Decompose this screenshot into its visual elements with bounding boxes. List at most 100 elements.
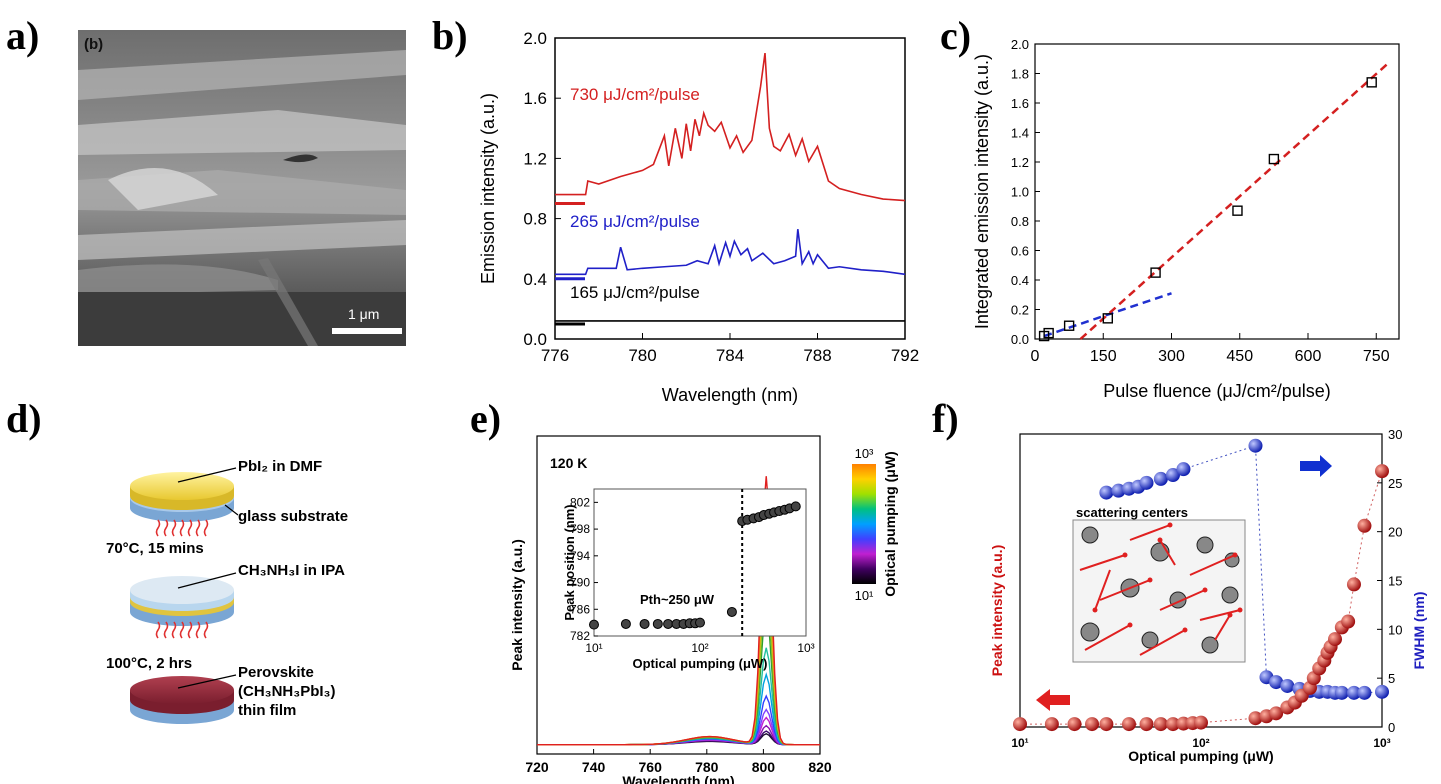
scattering-center (1120, 578, 1140, 598)
inset-point (671, 618, 682, 629)
spectrum-line-e (537, 476, 821, 746)
intensity-axis-arrow (1036, 689, 1070, 711)
scattering-arrowhead (1232, 552, 1238, 558)
intensity-point (1269, 706, 1284, 721)
inset-frame-e (593, 488, 807, 637)
x-tick-label-e: 740 (582, 759, 606, 775)
schem-layer1: PbI₂ in DMF (238, 458, 323, 475)
schem-layer1b: glass substrate (238, 508, 349, 525)
scattering-arrow (1189, 554, 1236, 576)
schem-step1: 70°C, 15 mins (106, 540, 204, 557)
scattering-arrowhead (1227, 612, 1233, 618)
fwhm-point (1131, 479, 1146, 494)
inset-point (589, 619, 599, 630)
inset-point (748, 513, 759, 524)
y-tick-label-b: 2.0 (523, 29, 547, 48)
inset-point (790, 501, 801, 512)
fwhm-point (1139, 475, 1154, 490)
y-tick-label-b: 1.6 (523, 89, 547, 108)
fwhm-point (1280, 678, 1295, 693)
fwhm-point (1328, 685, 1343, 700)
y-axis-label-right-f: FWHM (nm) (1411, 592, 1427, 670)
disc-2 (130, 576, 234, 626)
scattering-center (1196, 536, 1214, 554)
fwhm-point (1111, 483, 1126, 498)
inset-point (737, 516, 748, 527)
x-tick-label-f: 10³ (1373, 736, 1390, 750)
intensity-point (1323, 639, 1338, 654)
heat-wave (155, 621, 161, 639)
heat-wave (171, 621, 177, 639)
scattering-center (1169, 591, 1187, 609)
inset-y-tick-label: 802 (570, 495, 590, 509)
panel-label-d: d) (6, 396, 42, 441)
intensity-point (1139, 717, 1154, 732)
intensity-point (1375, 464, 1389, 479)
plot-frame-e (536, 435, 821, 755)
scattering-arrow (1129, 524, 1171, 541)
intensity-point (1317, 653, 1332, 668)
fwhm-point (1248, 438, 1263, 453)
inset-y-label: Peak position (nm) (562, 504, 577, 620)
x-tick-label-c: 300 (1158, 348, 1185, 365)
inset-point (774, 506, 785, 517)
y-tick-label-right-f: 25 (1388, 476, 1402, 491)
x-tick-label-b: 780 (628, 346, 656, 365)
spectrum-line-e (537, 730, 821, 746)
spectrum-line-e (537, 510, 821, 746)
fwhm-axis-arrow (1300, 455, 1332, 477)
sem-image: (b) 1 μm (78, 30, 406, 346)
y-tick-label-c: 1.4 (1011, 126, 1029, 141)
scattering-arrowhead (1147, 577, 1153, 583)
scattering-center (1201, 636, 1219, 654)
scattering-center (1150, 542, 1170, 562)
spectrum-line-e (537, 708, 821, 746)
y-tick-label-right-f: 20 (1388, 525, 1402, 540)
scattering-arrow (1159, 539, 1176, 566)
inset-y-tick-label: 782 (570, 629, 590, 643)
data-point-c (1038, 330, 1050, 342)
fwhm-point (1346, 685, 1361, 700)
y-tick-label-c: 2.0 (1011, 37, 1029, 52)
intensity-point (1185, 716, 1200, 731)
temperature-label: 120 K (550, 455, 587, 471)
scattering-arrowhead (1167, 522, 1173, 528)
spectrum-line-e (537, 647, 821, 746)
fwhm-point (1259, 670, 1274, 685)
scattering-center (1221, 586, 1239, 604)
y-tick-label-right-f: 5 (1388, 671, 1395, 686)
x-tick-label-f: 10² (1192, 736, 1209, 750)
x-tick-label-c: 150 (1090, 348, 1117, 365)
x-axis-label-c: Pulse fluence (μJ/cm²/pulse) (1103, 381, 1330, 401)
y-tick-label-c: 0.4 (1011, 273, 1029, 288)
scattering-center (1080, 622, 1100, 642)
scattering-arrow (1199, 609, 1241, 621)
intensity-point (1099, 717, 1114, 732)
x-tick-label-e: 720 (525, 759, 549, 775)
disc-3 (130, 676, 234, 724)
heat-wave (179, 519, 185, 537)
series-label-b: 730 μJ/cm²/pulse (570, 85, 700, 104)
schem-layer3c: thin film (238, 702, 297, 719)
scattering-label: scattering centers (1076, 505, 1188, 520)
sem-tag: (b) (84, 36, 104, 53)
plot-frame-f (1019, 433, 1383, 728)
y-tick-label-c: 0.8 (1011, 214, 1029, 229)
data-point-c (1063, 320, 1075, 331)
scattering-arrow (1094, 569, 1111, 611)
intensity-point (1176, 716, 1191, 731)
inset-x-label: Optical pumping (μW) (632, 656, 767, 671)
inset-point (779, 504, 790, 515)
spectrum-line-e (537, 577, 821, 746)
plot-frame-b (554, 37, 906, 340)
data-point-c (1150, 267, 1161, 278)
y-axis-label-c: Integrated emission intensity (a.u.) (972, 54, 992, 329)
fwhm-point (1357, 685, 1372, 700)
x-tick-label-e: 760 (639, 759, 663, 775)
y-tick-label-c: 1.2 (1011, 155, 1029, 170)
panel-label-f: f) (932, 396, 959, 441)
x-tick-label-b: 784 (716, 346, 744, 365)
spectrum-line-e (537, 716, 821, 746)
scattering-arrowhead (1182, 627, 1188, 633)
series-line-b (555, 229, 906, 276)
